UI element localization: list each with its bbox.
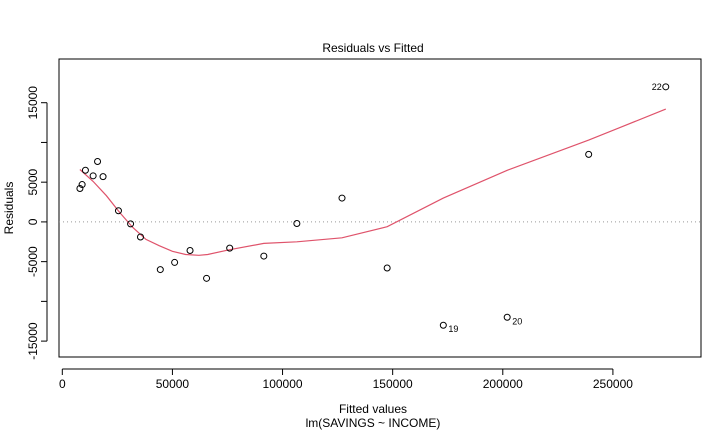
data-point (585, 150, 593, 158)
point-label: 20 (512, 316, 522, 326)
x-axis-label: Fitted values (339, 402, 407, 416)
data-point (171, 258, 179, 266)
data-point (186, 247, 194, 255)
y-axis-label: Residuals (2, 182, 16, 235)
x-tick-label: 50000 (156, 377, 190, 391)
data-point (226, 244, 234, 252)
y-tick-label: -15000 (26, 322, 40, 360)
x-axis: 0 50000 100000 150000 200000 250000 (59, 368, 633, 391)
data-point (94, 158, 102, 166)
y-tick-label: 5000 (26, 169, 40, 196)
points-layer: 19 20 22 (76, 82, 670, 334)
y-tick-label: 0 (26, 218, 40, 225)
model-formula-subtitle: lm(SAVINGS ~ INCOME) (306, 416, 441, 430)
smoother-line (79, 108, 667, 256)
y-tick-label: -5000 (26, 246, 40, 277)
data-point (99, 173, 107, 181)
data-point (81, 166, 89, 174)
point-label: 19 (448, 324, 458, 334)
data-point (78, 181, 86, 189)
data-point (203, 274, 211, 282)
x-tick-label: 150000 (373, 377, 413, 391)
chart-title: Residuals vs Fitted (322, 41, 423, 55)
smoother-layer (79, 108, 667, 256)
plot-frame (58, 58, 702, 358)
x-tick-label: 100000 (263, 377, 303, 391)
data-point (662, 83, 670, 91)
x-tick-label: 250000 (593, 377, 633, 391)
x-tick-label: 0 (59, 377, 66, 391)
data-point (439, 321, 447, 329)
data-point (156, 266, 164, 274)
data-point (114, 207, 122, 215)
y-axis: -15000 -5000 0 5000 15000 (26, 86, 48, 360)
data-point (76, 185, 84, 193)
data-point (338, 194, 346, 202)
data-point (136, 233, 144, 241)
y-tick-label: 15000 (26, 86, 40, 120)
data-point (383, 264, 391, 272)
data-point (127, 220, 135, 228)
data-point (503, 313, 511, 321)
data-point (89, 172, 97, 180)
data-point (260, 252, 268, 260)
data-point (293, 219, 301, 227)
x-tick-label: 200000 (483, 377, 523, 391)
point-label: 22 (652, 82, 662, 92)
